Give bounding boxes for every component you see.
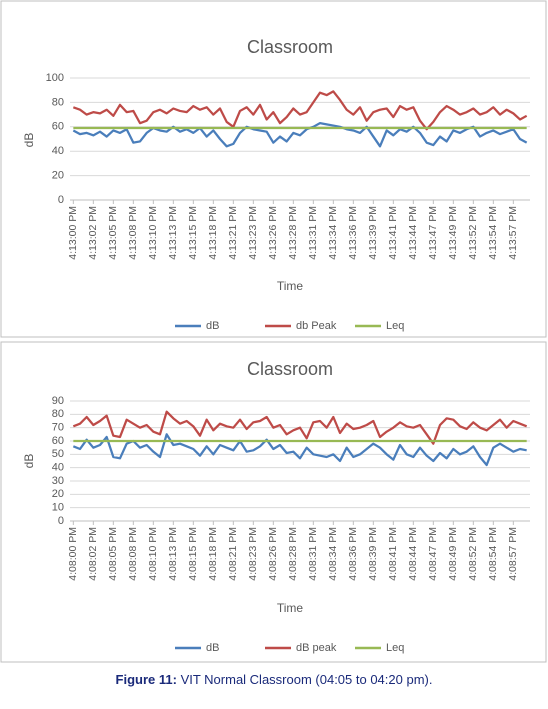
x-tick-label: 4:13:00 PM (67, 206, 79, 260)
y-tick-label: 0 (58, 194, 64, 206)
series-line (72, 122, 528, 148)
x-tick-label: 4:13:54 PM (487, 206, 499, 260)
x-tick-label: 4:08:00 PM (67, 527, 79, 581)
x-tick-label: 4:08:05 PM (107, 527, 119, 581)
x-tick-label: 4:13:34 PM (327, 206, 339, 260)
x-tick-label: 4:13:57 PM (507, 206, 519, 260)
legend-label: dB peak (296, 642, 337, 654)
x-tick-label: 4:13:08 PM (127, 206, 139, 260)
y-tick-label: 90 (52, 395, 64, 407)
x-tick-label: 4:13:10 PM (147, 206, 159, 260)
y-tick-label: 20 (52, 488, 64, 500)
x-tick-label: 4:08:44 PM (407, 527, 419, 581)
x-tick-label: 4:08:49 PM (447, 527, 459, 581)
x-tick-label: 4:08:08 PM (127, 527, 139, 581)
x-tick-label: 4:13:23 PM (247, 206, 259, 260)
x-tick-label: 4:08:15 PM (187, 527, 199, 581)
x-tick-label: 4:08:13 PM (167, 527, 179, 581)
x-tick-label: 4:08:02 PM (87, 527, 99, 581)
x-tick-label: 4:08:18 PM (207, 527, 219, 581)
y-tick-label: 60 (52, 435, 64, 447)
x-tick-label: 4:13:44 PM (407, 206, 419, 260)
x-tick-label: 4:08:57 PM (507, 527, 519, 581)
y-tick-label: 0 (58, 515, 64, 527)
series-line (72, 410, 528, 445)
series-line (72, 433, 527, 467)
x-tick-label: 4:08:21 PM (227, 527, 239, 581)
legend-label: dB (206, 642, 219, 654)
x-tick-label: 4:08:52 PM (467, 527, 479, 581)
caption-text: VIT Normal Classroom (04:05 to 04:20 pm)… (180, 672, 433, 687)
y-tick-label: 20 (52, 170, 64, 182)
x-tick-label: 4:13:15 PM (187, 206, 199, 260)
caption: Figure 11: VIT Normal Classroom (04:05 t… (0, 672, 548, 687)
y-tick-label: 80 (52, 408, 64, 420)
x-axis-title: Time (277, 279, 304, 293)
y-tick-label: 30 (52, 475, 64, 487)
legend-label: Leq (386, 642, 404, 654)
x-tick-label: 4:13:36 PM (347, 206, 359, 260)
legend-label: Leq (386, 320, 404, 332)
y-tick-label: 80 (52, 96, 64, 108)
x-tick-label: 4:13:13 PM (167, 206, 179, 260)
y-tick-label: 60 (52, 121, 64, 133)
x-tick-label: 4:08:26 PM (267, 527, 279, 581)
x-tick-label: 4:08:39 PM (367, 527, 379, 581)
y-tick-label: 10 (52, 502, 64, 514)
x-tick-label: 4:08:47 PM (427, 527, 439, 581)
chart-frame (0, 0, 547, 338)
x-tick-label: 4:08:41 PM (387, 527, 399, 581)
chart-title: Classroom (247, 359, 333, 379)
y-tick-label: 40 (52, 145, 64, 157)
x-tick-label: 4:08:28 PM (287, 527, 299, 581)
legend-label: dB (206, 320, 219, 332)
x-tick-label: 4:13:31 PM (307, 206, 319, 260)
x-tick-label: 4:13:52 PM (467, 206, 479, 260)
y-axis-title: dB (22, 133, 36, 148)
legend-label: db Peak (296, 320, 337, 332)
x-tick-label: 4:13:41 PM (387, 206, 399, 260)
x-tick-label: 4:08:23 PM (247, 527, 259, 581)
x-axis-title: Time (277, 601, 304, 615)
chart-title: Classroom (247, 37, 333, 57)
chart-frame (0, 341, 547, 663)
series-line (72, 90, 528, 131)
caption-label: Figure 11: (115, 672, 177, 687)
x-tick-label: 4:13:18 PM (207, 206, 219, 260)
x-tick-label: 4:13:28 PM (287, 206, 299, 260)
x-tick-label: 4:13:49 PM (447, 206, 459, 260)
x-tick-label: 4:13:47 PM (427, 206, 439, 260)
x-tick-label: 4:13:26 PM (267, 206, 279, 260)
x-tick-label: 4:08:10 PM (147, 527, 159, 581)
y-axis-title: dB (22, 454, 36, 469)
x-tick-label: 4:08:34 PM (327, 527, 339, 581)
x-tick-label: 4:08:36 PM (347, 527, 359, 581)
x-tick-label: 4:08:54 PM (487, 527, 499, 581)
y-tick-label: 70 (52, 422, 64, 434)
x-tick-label: 4:08:31 PM (307, 527, 319, 581)
x-tick-label: 4:13:39 PM (367, 206, 379, 260)
y-tick-label: 100 (46, 72, 64, 84)
x-tick-label: 4:13:05 PM (107, 206, 119, 260)
x-tick-label: 4:13:02 PM (87, 206, 99, 260)
x-tick-label: 4:13:21 PM (227, 206, 239, 260)
y-tick-label: 50 (52, 448, 64, 460)
y-tick-label: 40 (52, 462, 64, 474)
